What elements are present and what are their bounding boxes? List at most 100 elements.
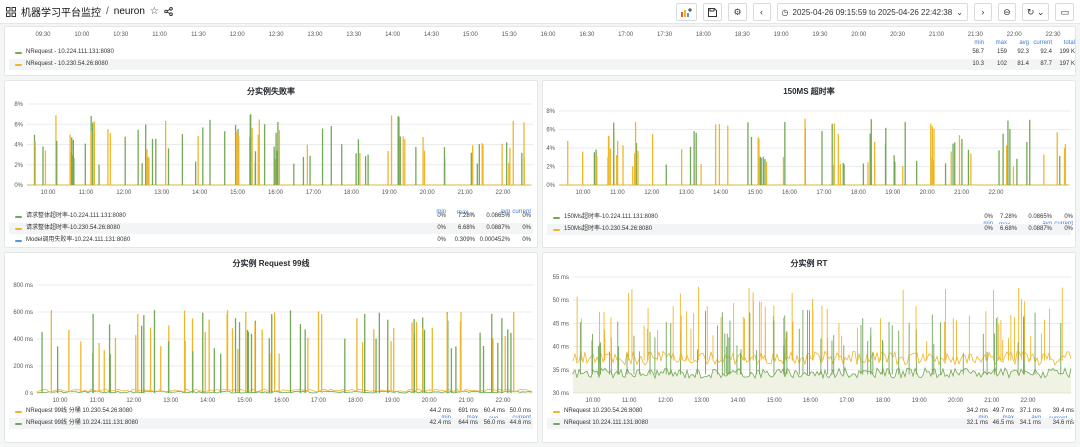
x-tick-label: 17:00 — [839, 398, 855, 404]
series-name[interactable]: NRequest 99线 分桶 10.230.54.26:8080 — [26, 408, 133, 414]
x-tick-label: 15:00 — [237, 398, 253, 404]
x-tick-label: 22:00 — [495, 190, 511, 196]
legend-value: 34.6 ms — [1052, 420, 1074, 426]
series-color-swatch — [15, 52, 22, 54]
legend-row[interactable]: 150Ms超时率-10.230.54.26:8080 0% 6.68% 0.0887%… — [547, 224, 1073, 235]
apps-grid-icon[interactable] — [6, 3, 16, 21]
time-range-picker[interactable]: ◷ 2025-04-26 09:15:59 to 2025-04-26 22:4… — [776, 3, 968, 21]
x-tick-label: 12:00 — [230, 32, 246, 38]
legend-value: 0% — [437, 237, 446, 243]
legend-value: 44.2 ms — [429, 408, 451, 414]
legend-header-3[interactable]: current — [1033, 40, 1052, 46]
legend-value: 0% — [522, 225, 531, 231]
series-name[interactable]: Model调用失败率-10.224.111.131:8080 — [26, 237, 131, 243]
series-name[interactable]: 请求整体超时率-10.230.54.26:8080 — [26, 225, 121, 231]
save-icon[interactable] — [703, 3, 723, 21]
series-name[interactable]: NRequest 10.224.111.131:8080 — [564, 420, 649, 426]
series-line — [36, 388, 533, 393]
y-tick-label: 200 ms — [13, 364, 33, 370]
x-tick-label: 11:00 — [622, 398, 637, 404]
x-tick-label: 20:00 — [851, 32, 867, 38]
x-tick-label: 17:30 — [657, 32, 673, 38]
series-name[interactable]: NRequest 99线 分桶 10.224.111.131:8080 — [26, 420, 139, 426]
x-tick-label: 15:00 — [463, 32, 479, 38]
time-forward-icon[interactable]: › — [973, 3, 992, 21]
x-tick-label: 10:00 — [40, 190, 56, 196]
legend-row[interactable]: NRequest 99线 分桶 10.230.54.26:8080 44.2 ms… — [9, 406, 533, 417]
top-legend: min max avg current total NRequest - 10.224.1… — [9, 40, 1075, 75]
legend-header-0[interactable]: min — [974, 40, 984, 46]
legend-header-1[interactable]: max ⌄ — [456, 210, 475, 216]
settings-gear-icon[interactable]: ⚙ — [728, 3, 747, 21]
time-back-icon[interactable]: ‹ — [752, 3, 771, 21]
x-tick-label: 10:00 — [74, 32, 90, 38]
x-tick-label: 13:00 — [163, 398, 179, 404]
series-name[interactable]: NRequest 10.230.54.26:8080 — [564, 408, 643, 414]
series-name[interactable]: 150Ms超时率-10.230.54.26:8080 — [564, 226, 653, 232]
legend-header-3[interactable]: current — [512, 209, 531, 215]
panel-title: 150MS 超时率 — [783, 87, 835, 96]
legend-header-1[interactable]: max — [995, 40, 1007, 46]
series-color-swatch — [553, 411, 560, 413]
x-tick-label: 21:00 — [929, 32, 945, 38]
y-tick-label: 55 ms — [553, 275, 569, 281]
x-tick-label: 22:30 — [1045, 32, 1061, 38]
fail-rate-legend: min max ⌄ avg current 请求整体超时率-10.224.111.131… — [9, 207, 533, 247]
legend-value: 0% — [1064, 226, 1073, 232]
legend-header-2[interactable]: avg — [1019, 40, 1029, 46]
folder-link[interactable]: 机器学习平台监控 — [21, 8, 101, 19]
legend-row[interactable]: 150Ms超时率-10.224.111.131:8080 0% 7.28% 0.086… — [547, 212, 1073, 223]
legend-row[interactable]: Model调用失败率-10.224.111.131:8080 0% 0.309% 0.… — [9, 235, 533, 246]
zoom-out-icon[interactable]: ⊖ — [997, 3, 1016, 21]
series-color-swatch — [553, 229, 560, 231]
legend-value: 199 K — [1059, 49, 1075, 55]
x-tick-label: 16:30 — [579, 32, 595, 38]
refresh-icon[interactable]: ↻ ⌄ — [1021, 3, 1050, 21]
legend-row[interactable]: NRequest 10.230.54.26:8080 34.2 ms 49.7 ms… — [547, 406, 1074, 417]
legend-header-0[interactable]: min — [436, 209, 446, 215]
series-name[interactable]: NRequest - 10.224.111.131:8080 — [26, 49, 114, 55]
x-tick-label: 21:00 — [459, 398, 475, 404]
x-tick-label: 14:00 — [200, 398, 216, 404]
series-color-swatch — [15, 240, 22, 242]
share-icon[interactable] — [164, 3, 173, 21]
y-tick-label: 400 ms — [13, 337, 33, 343]
legend-value: 159 — [996, 49, 1007, 55]
x-tick-label: 22:00 — [1007, 32, 1023, 38]
legend-value: 102 — [996, 61, 1007, 67]
x-tick-label: 13:00 — [154, 190, 170, 196]
y-tick-label: 6% — [546, 128, 555, 134]
star-icon[interactable]: ☆ — [149, 6, 159, 17]
legend-row[interactable]: NRequest 10.224.111.131:8080 32.1 ms 46.5 … — [547, 418, 1074, 429]
x-tick-label: 11:00 — [90, 398, 105, 404]
x-tick-label: 20:00 — [422, 398, 438, 404]
legend-value: 32.1 ms — [966, 420, 988, 426]
legend-value: 44.6 ms — [509, 420, 531, 426]
legend-row[interactable]: 请求整体超时率-10.224.111.131:8080 0% 7.28% 0.0865… — [9, 211, 533, 222]
legend-header-4[interactable]: total — [1063, 40, 1075, 46]
y-tick-label: 0% — [14, 183, 23, 189]
x-tick-label: 18:00 — [348, 398, 364, 404]
legend-row[interactable]: NRequest 99线 分桶 10.224.111.131:8080 42.4 … — [9, 418, 533, 429]
legend-row[interactable]: 请求整体超时率-10.230.54.26:8080 0% 6.68% 0.0887% 0… — [9, 223, 533, 234]
panel-title: 分实例 Request 99线 — [232, 259, 310, 268]
y-tick-label: 8% — [14, 102, 23, 108]
dashboard-title[interactable]: neuron — [113, 6, 145, 17]
series-color-swatch — [15, 228, 22, 230]
legend-value: 50.0 ms — [509, 408, 531, 414]
series-name[interactable]: 150Ms超时率-10.224.111.131:8080 — [564, 214, 658, 220]
x-tick-label: 15:00 — [230, 190, 246, 196]
legend-value: 46.5 ms — [992, 420, 1014, 426]
add-panel-icon[interactable] — [676, 3, 698, 21]
series-name[interactable]: 请求整体超时率-10.224.111.131:8080 — [26, 213, 126, 219]
x-tick-label: 12:00 — [116, 190, 132, 196]
legend-row[interactable]: NRequest - 10.230.54.26:8080 10.3 102 81.4 8… — [9, 59, 1075, 70]
x-tick-label: 10:00 — [575, 190, 591, 196]
legend-header-2[interactable]: avg — [500, 209, 510, 215]
legend-value: 87.7 — [1040, 61, 1052, 67]
series-name[interactable]: NRequest - 10.230.54.26:8080 — [26, 61, 109, 67]
tv-mode-icon[interactable]: ▭ — [1055, 3, 1074, 21]
legend-row[interactable]: NRequest - 10.224.111.131:8080 58.7 159 92.… — [9, 47, 1075, 58]
x-tick-label: 21:00 — [458, 190, 474, 196]
